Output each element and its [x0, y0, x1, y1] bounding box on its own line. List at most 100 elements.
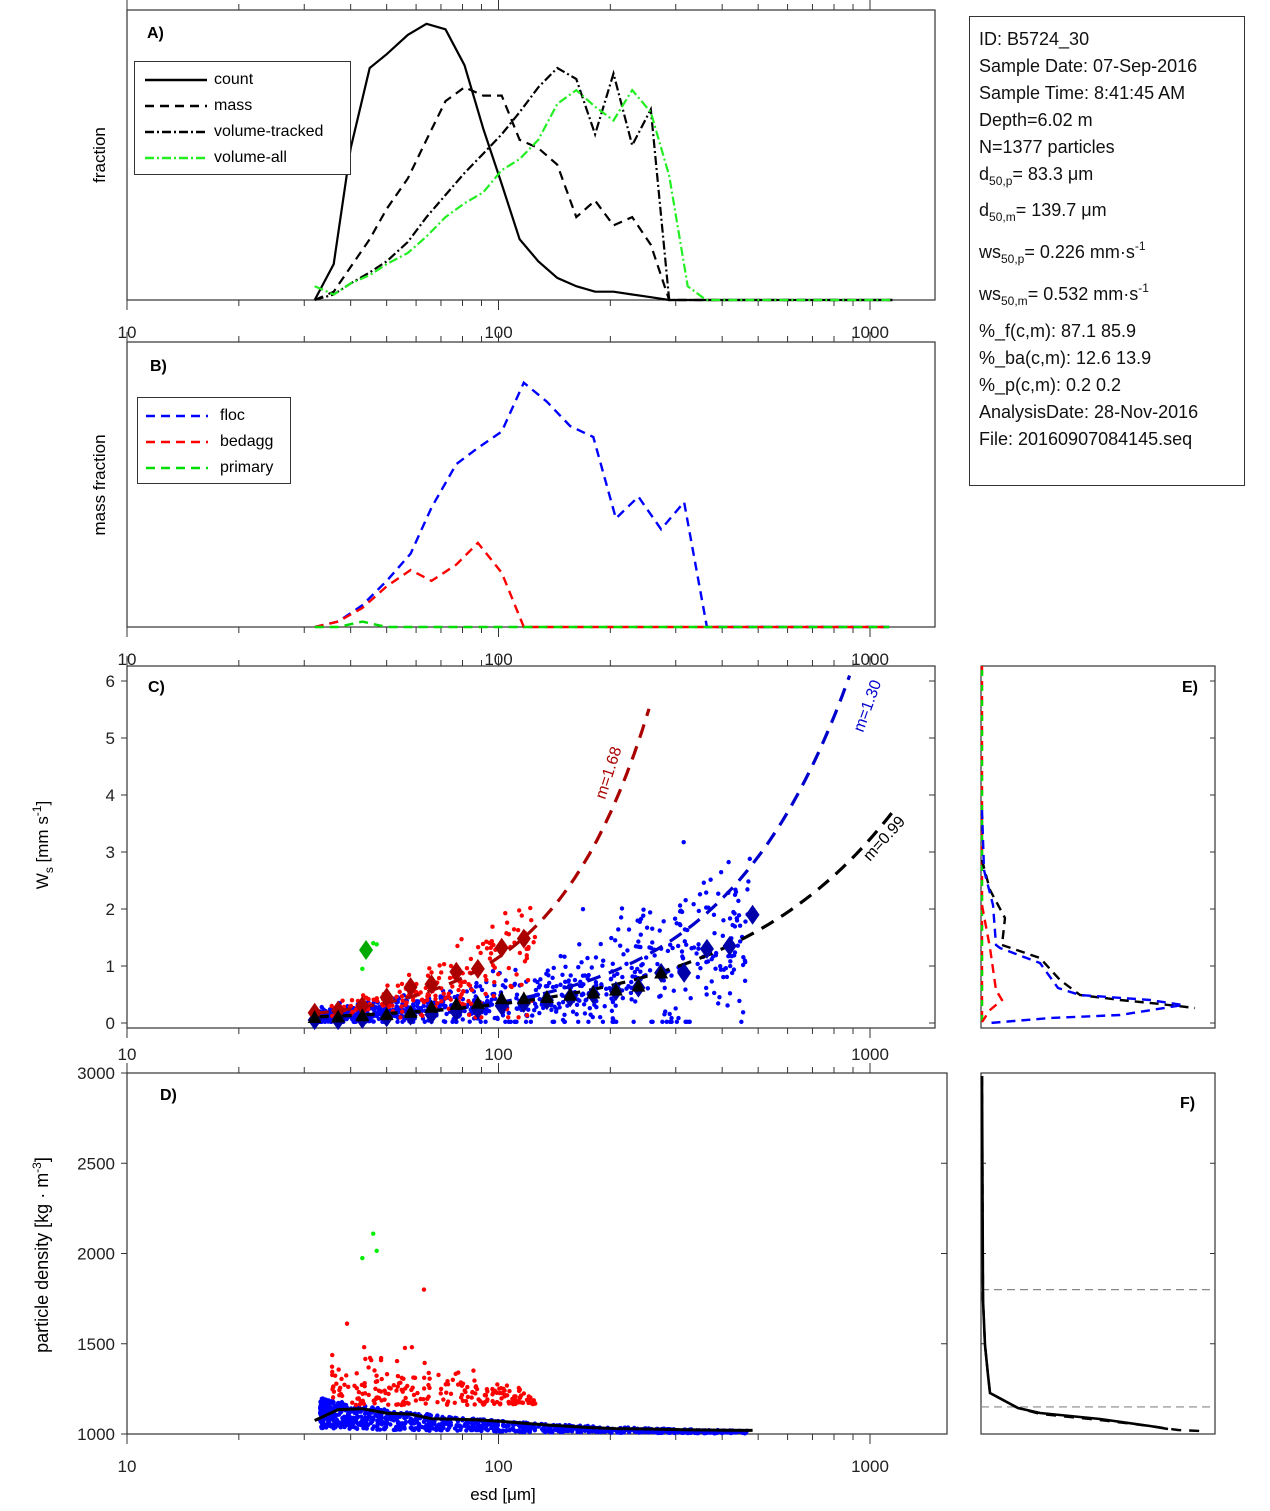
floc-point: [500, 983, 506, 988]
floc-point: [682, 927, 688, 932]
floc-point: [678, 922, 683, 928]
floc-point: [574, 1012, 579, 1017]
floc-point: [467, 1019, 472, 1024]
bedagg-point: [373, 1379, 379, 1385]
floc-point: [746, 879, 751, 884]
floc-point: [588, 1012, 593, 1017]
floc-point: [371, 1424, 377, 1429]
bedagg-point: [357, 1402, 363, 1407]
bedagg-point: [385, 983, 390, 988]
floc-point: [625, 948, 630, 953]
floc-point: [562, 954, 567, 959]
floc-point: [679, 909, 685, 915]
bedagg-point: [506, 965, 512, 971]
series-count: [313, 22, 893, 302]
panel-a-ylabel: fraction: [90, 127, 109, 183]
floc-point: [688, 995, 693, 1001]
bedagg-point: [339, 1393, 345, 1399]
floc-point: [553, 1009, 559, 1014]
bedagg-point: [394, 994, 399, 1000]
floc-point: [611, 1017, 616, 1022]
floc-point: [658, 993, 663, 999]
floc-point: [695, 961, 700, 967]
floc-point: [719, 1430, 725, 1436]
floc-point: [552, 1004, 557, 1010]
bedagg-point: [435, 1400, 440, 1405]
floc-point: [395, 1420, 401, 1425]
floc-point: [523, 1019, 529, 1025]
legend-a: count mass volume-tracked volume-all: [134, 61, 351, 175]
bedagg-point: [343, 1373, 349, 1378]
bedagg-point: [409, 1345, 415, 1350]
bedagg-point: [496, 972, 501, 977]
floc-point: [613, 1003, 618, 1008]
bedagg-point: [435, 1000, 440, 1006]
bedagg-point: [421, 1375, 427, 1381]
floc-point: [621, 952, 626, 957]
floc-point: [408, 1418, 414, 1424]
floc-point: [510, 1426, 516, 1432]
bedagg-point: [391, 1383, 397, 1388]
bedagg-bin-mean: [424, 974, 439, 995]
floc-point: [616, 927, 621, 932]
bedagg-point: [504, 920, 510, 925]
series-mass: [314, 86, 893, 302]
bedagg-point: [466, 1012, 472, 1017]
panel-d-ytick-label: 1000: [77, 1425, 115, 1444]
bedagg-point: [462, 1388, 467, 1393]
floc-point: [721, 918, 726, 923]
bedagg-point: [450, 984, 455, 989]
bedagg-point: [397, 989, 402, 995]
f-series-floc: [980, 1075, 1201, 1433]
floc-point: [580, 907, 586, 912]
floc-point: [410, 1427, 415, 1432]
bedagg-point: [458, 1380, 464, 1385]
info-pct-primary: %_p(c,m): 0.2 0.2: [979, 375, 1122, 395]
bedagg-point: [524, 1013, 530, 1018]
bedagg-point: [350, 1400, 355, 1405]
floc-point: [672, 916, 678, 921]
panel-c-label: C): [148, 679, 165, 696]
floc-point: [533, 987, 539, 993]
floc-point: [485, 1427, 490, 1433]
bedagg-point: [490, 1398, 495, 1404]
bedagg-bin-mean: [355, 995, 370, 1016]
floc-bin-mean: [745, 904, 760, 925]
floc-point: [717, 994, 722, 1000]
floc-point: [674, 1019, 680, 1025]
panel-c: 10 100 1000 0 1 2 3 4 5 6: [106, 656, 936, 1064]
bedagg-point: [439, 970, 444, 975]
floc-point: [649, 1019, 654, 1025]
bedagg-point: [427, 1376, 432, 1381]
floc-point: [473, 994, 478, 999]
floc-point: [513, 967, 518, 973]
bedagg-point: [358, 1398, 363, 1404]
floc-point: [684, 942, 689, 947]
floc-point: [556, 1429, 561, 1434]
bedagg-point: [465, 1394, 471, 1400]
panel-c-frame: [126, 665, 936, 1029]
floc-point: [727, 991, 733, 996]
bedagg-point: [488, 951, 494, 956]
floc-point: [347, 1426, 352, 1431]
bedagg-point: [458, 983, 463, 989]
panel-d-ylabel: particle density [kg · m-3]: [30, 1157, 52, 1353]
floc-point: [721, 974, 726, 980]
floc-point: [551, 1019, 557, 1025]
bedagg-point: [483, 1393, 489, 1398]
floc-point: [428, 1413, 434, 1418]
floc-point: [641, 907, 646, 912]
bedagg-point: [475, 944, 481, 950]
floc-point: [747, 856, 753, 862]
bedagg-point: [532, 934, 538, 940]
floc-point: [383, 1415, 388, 1420]
info-d50p: d50,p= 83.3 μm: [979, 164, 1094, 188]
floc-point: [579, 960, 584, 965]
bedagg-point: [513, 1401, 518, 1407]
floc-point: [727, 916, 733, 921]
floc-point: [582, 1011, 588, 1016]
floc-point: [395, 1019, 400, 1025]
bedagg-point: [394, 1402, 399, 1407]
bedagg-point: [398, 1015, 403, 1020]
